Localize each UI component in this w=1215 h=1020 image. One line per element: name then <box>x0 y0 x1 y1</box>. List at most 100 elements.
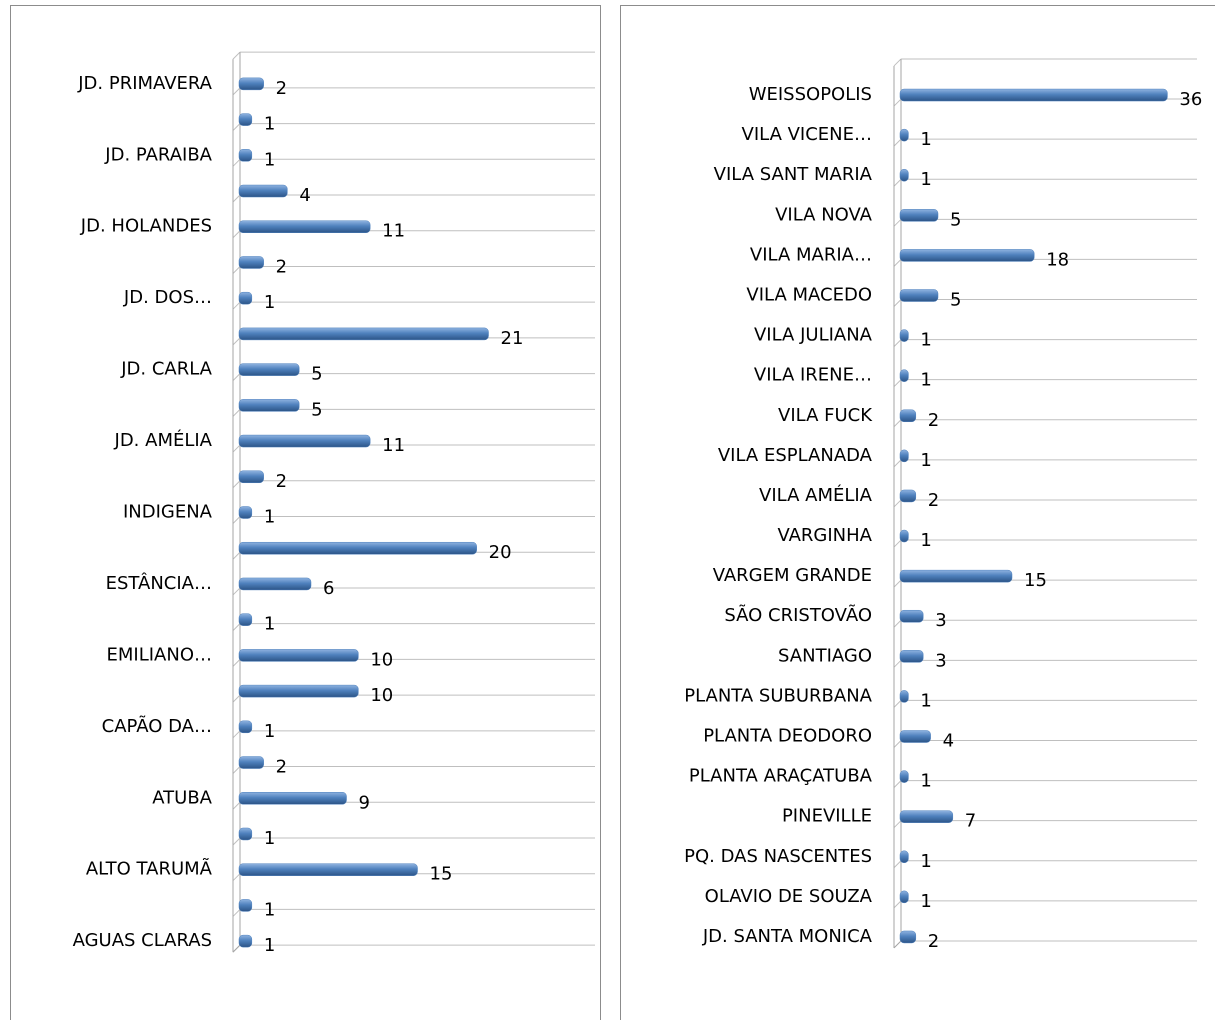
y-tick-label: ESTÂNCIA… <box>106 572 212 594</box>
bar <box>238 792 347 805</box>
bar <box>899 850 909 864</box>
y-tick-label: VARGEM GRANDE <box>713 565 872 586</box>
bar <box>238 77 264 91</box>
grid-line <box>893 659 902 668</box>
bar <box>238 399 300 412</box>
bar <box>899 810 954 823</box>
grid-line <box>893 619 902 628</box>
data-label: 1 <box>264 828 275 849</box>
data-label: 20 <box>489 542 512 563</box>
data-label: 1 <box>264 114 275 135</box>
grid-line <box>232 408 241 417</box>
grid-line <box>232 337 241 346</box>
bar <box>238 684 359 698</box>
bar <box>899 529 909 543</box>
y-tick-label: VILA ESPLANADA <box>718 445 873 466</box>
bar <box>899 890 909 904</box>
bar <box>899 168 909 182</box>
data-label: 15 <box>1024 570 1047 591</box>
data-label: 15 <box>430 864 453 885</box>
data-label: 1 <box>264 507 275 528</box>
data-label: 5 <box>950 209 961 230</box>
y-tick-label: OLAVIO DE SOUZA <box>705 886 873 907</box>
axis-floor <box>232 944 241 953</box>
grid-line <box>893 900 902 909</box>
data-label: 2 <box>928 410 939 431</box>
bar <box>238 434 371 448</box>
y-tick-label: VILA MACEDO <box>746 285 872 306</box>
bar <box>238 220 371 233</box>
data-label: 4 <box>299 185 310 206</box>
bar <box>899 88 1168 102</box>
data-label: 1 <box>920 690 931 711</box>
bar <box>899 289 939 302</box>
bar <box>899 930 917 944</box>
data-label: 1 <box>264 292 275 313</box>
y-tick-label: VARGINHA <box>777 525 872 546</box>
data-label: 1 <box>920 330 931 351</box>
chart-panel <box>620 5 1215 1020</box>
grid-line <box>232 301 241 310</box>
data-label: 1 <box>264 721 275 742</box>
data-label: 1 <box>920 450 931 471</box>
data-label: 11 <box>382 435 405 456</box>
grid-line <box>893 58 902 67</box>
grid-line <box>893 820 902 829</box>
bar <box>238 113 253 126</box>
grid-line <box>893 339 902 347</box>
grid-line <box>893 299 902 307</box>
grid-line <box>893 138 902 147</box>
data-label: 1 <box>264 614 275 635</box>
grid-line <box>232 194 241 203</box>
data-label: 3 <box>935 650 946 671</box>
grid-line <box>232 373 241 381</box>
data-label: 1 <box>920 530 931 551</box>
data-label: 11 <box>382 221 405 242</box>
data-label: 6 <box>323 578 334 599</box>
data-label: 7 <box>965 811 976 832</box>
bar <box>899 650 924 663</box>
bar <box>899 449 909 463</box>
bar <box>899 730 931 743</box>
y-tick-label: EMILIANO… <box>107 644 213 665</box>
y-tick-label: JD. SANTA MONICA <box>702 926 873 947</box>
y-tick-label: SANTIAGO <box>778 645 872 666</box>
y-tick-label: PINEVILLE <box>782 806 872 827</box>
y-tick-label: AGUAS CLARAS <box>73 930 212 951</box>
y-tick-label: JD. HOLANDES <box>80 216 212 237</box>
y-tick-label: PLANTA ARAÇATUBA <box>689 766 873 787</box>
grid-line <box>232 87 241 96</box>
grid-line <box>893 860 902 869</box>
bar <box>238 184 288 198</box>
y-tick-label: SÃO CRISTOVÃO <box>724 604 872 626</box>
grid-line <box>893 218 902 227</box>
grid-line <box>232 730 241 739</box>
y-tick-label: ATUBA <box>152 787 212 808</box>
chart-panel <box>10 5 601 1020</box>
bar <box>899 489 917 503</box>
y-tick-label: VILA IRENE… <box>754 365 872 386</box>
grid-line <box>893 780 902 788</box>
data-label: 1 <box>264 935 275 956</box>
y-tick-label: VILA SANT MARIA <box>714 164 873 185</box>
grid-line <box>232 837 241 846</box>
y-tick-label: VILA NOVA <box>775 204 873 225</box>
y-tick-label: PLANTA SUBURBANA <box>684 685 872 706</box>
y-tick-label: JD. AMÉLIA <box>114 429 213 451</box>
data-label: 5 <box>950 290 961 311</box>
data-label: 1 <box>920 169 931 190</box>
grid-line <box>232 766 241 774</box>
y-tick-label: JD. PARAIBA <box>104 144 212 165</box>
bar <box>238 613 253 626</box>
bar <box>899 249 1035 262</box>
grid-line <box>893 539 902 548</box>
data-label: 1 <box>264 899 275 920</box>
data-label: 4 <box>943 731 954 752</box>
y-tick-label: JD. PRIMAVERA <box>77 73 212 94</box>
bar <box>238 720 253 734</box>
data-label: 2 <box>276 471 287 492</box>
data-label: 2 <box>276 757 287 778</box>
grid-line <box>232 801 241 810</box>
grid-line <box>232 123 241 131</box>
data-label: 1 <box>920 851 931 872</box>
